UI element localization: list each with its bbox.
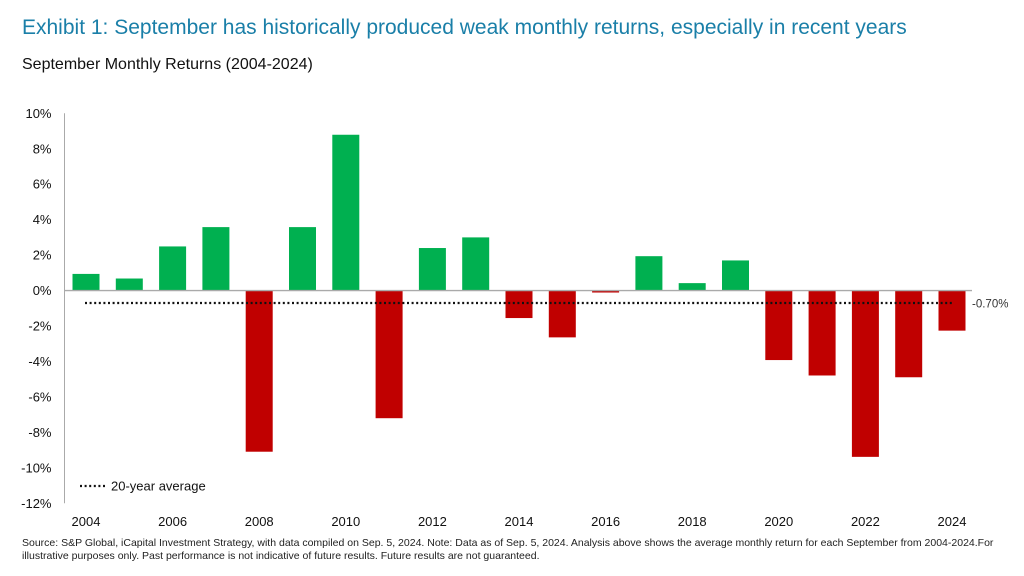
y-tick-label: -12% (21, 496, 52, 511)
bar-2009 (289, 227, 316, 291)
x-tick-label: 2010 (331, 514, 360, 529)
source-note: Source: S&P Global, iCapital Investment … (22, 537, 994, 562)
bar-2017 (635, 256, 663, 291)
bar-2018 (678, 283, 706, 291)
y-tick-label: 2% (33, 248, 52, 263)
y-tick-label: -2% (28, 319, 52, 334)
bar-2004 (72, 273, 100, 291)
x-tick-label: 2024 (938, 514, 967, 529)
y-tick-label: 8% (33, 141, 52, 156)
x-tick-label: 2016 (591, 514, 620, 529)
bar-2024 (938, 290, 966, 331)
x-tick-label: 2020 (764, 514, 793, 529)
y-tick-label: 10% (25, 106, 51, 121)
bar-2012 (418, 248, 446, 291)
bar-2010 (332, 134, 360, 291)
bar-2007 (202, 227, 230, 291)
x-tick-label: 2014 (505, 514, 534, 529)
bar-2014 (505, 290, 533, 319)
bar-2008 (245, 290, 273, 452)
chart-subtitle: September Monthly Returns (2004-2024) (22, 56, 313, 73)
chart-title: Exhibit 1: September has historically pr… (22, 16, 907, 39)
legend-label: 20-year average (111, 479, 206, 494)
x-tick-label: 2018 (678, 514, 707, 529)
bar-2016 (592, 290, 620, 293)
bar-2020 (765, 290, 793, 361)
x-tick-label: 2004 (72, 514, 101, 529)
y-tick-label: 4% (33, 212, 52, 227)
y-tick-label: -6% (28, 389, 52, 404)
x-tick-label: 2006 (158, 514, 187, 529)
average-label: -0.70% (972, 298, 1008, 310)
bar-2011 (375, 290, 403, 419)
bar-2022 (851, 290, 879, 457)
y-tick-label: -4% (28, 354, 52, 369)
bar-2005 (115, 278, 143, 291)
x-tick-label: 2022 (851, 514, 880, 529)
y-tick-label: 6% (33, 177, 52, 192)
bar-2019 (722, 260, 749, 291)
bar-2006 (159, 246, 187, 291)
y-tick-label: -10% (21, 460, 52, 475)
y-tick-label: -8% (28, 425, 52, 440)
x-tick-label: 2012 (418, 514, 447, 529)
bar-2023 (895, 290, 923, 378)
bar-2021 (808, 290, 836, 376)
x-tick-label: 2008 (245, 514, 274, 529)
y-tick-label: 0% (33, 283, 52, 298)
bar-2015 (548, 290, 576, 338)
bar-2013 (462, 237, 490, 291)
